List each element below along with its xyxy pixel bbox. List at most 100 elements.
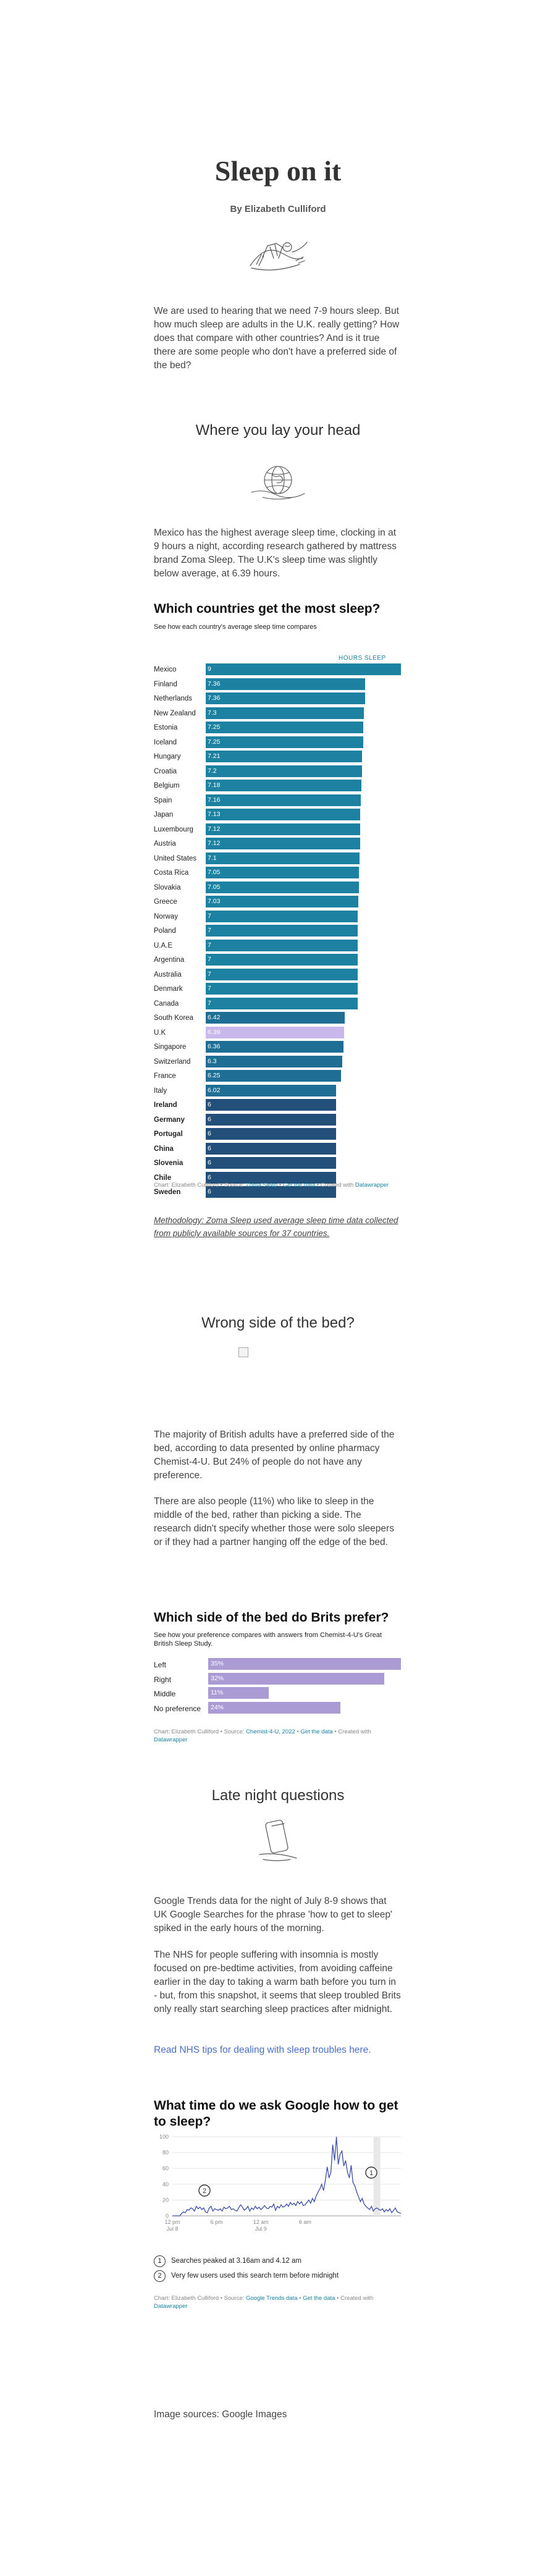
- country-label: Portugal: [154, 1130, 183, 1138]
- side-bar: [208, 1658, 401, 1670]
- country-value-label: 7.36: [208, 680, 221, 688]
- country-bar: [206, 881, 359, 893]
- section-title-bed: Wrong side of the bed?: [201, 1315, 355, 1331]
- country-bar-row: New Zealand 7.3: [154, 706, 401, 721]
- datawrapper-link[interactable]: Datawrapper: [154, 2303, 188, 2310]
- country-value-label: 7.13: [208, 810, 221, 818]
- country-bar: [206, 1099, 336, 1111]
- country-label: Estonia: [154, 724, 178, 731]
- country-label: U.K: [154, 1029, 166, 1037]
- credit-sep: •: [277, 1182, 283, 1189]
- methodology-note: Methodology: Zoma Sleep used average sle…: [154, 1216, 398, 1238]
- y-tick-label: 80: [162, 2150, 169, 2156]
- countries-chart-credit: Chart: Elizabeth Culliford • Source: Zom…: [154, 1181, 401, 1189]
- hours-sleep-header: HOURS SLEEP: [339, 655, 386, 662]
- credit-created: • Created with: [332, 1728, 371, 1735]
- country-value-label: 6: [208, 1115, 211, 1123]
- country-bar: [206, 1171, 336, 1184]
- get-data-link[interactable]: Get the data: [303, 2295, 335, 2302]
- legend-marker-2: 2: [154, 2270, 166, 2282]
- country-value-label: 7.3: [208, 709, 217, 717]
- head-paragraph: Mexico has the highest average sleep tim…: [154, 528, 397, 579]
- side-bar-row: Right 32%: [154, 1672, 401, 1686]
- country-value-label: 9: [208, 665, 211, 673]
- country-label: Slovenia: [154, 1160, 183, 1167]
- country-bar: [206, 722, 363, 733]
- country-value-label: 7.12: [208, 840, 221, 847]
- side-chart-subtitle: See how your preference compares with an…: [154, 1631, 382, 1648]
- byline: By Elizabeth Culliford: [230, 204, 326, 214]
- bed-paragraph-2: There are also people (11%) who like to …: [154, 1496, 394, 1547]
- country-bar-row: Austria 7.12: [154, 836, 401, 851]
- datawrapper-link[interactable]: Datawrapper: [355, 1182, 389, 1189]
- country-bar: [206, 1070, 342, 1082]
- country-bar-row: Canada 7: [154, 996, 401, 1011]
- y-tick-label: 60: [162, 2165, 169, 2171]
- marker-1-text: 1: [369, 2170, 373, 2177]
- side-chart-title: Which side of the bed do Brits prefer?: [154, 1610, 389, 1625]
- country-bar-row: Portugal 6: [154, 1127, 401, 1142]
- source-link[interactable]: Google Trends data: [246, 2295, 298, 2302]
- get-data-link[interactable]: Get the data: [300, 1728, 333, 1735]
- country-label: Poland: [154, 927, 176, 935]
- country-bar: [206, 1041, 344, 1053]
- country-value-label: 7.16: [208, 796, 221, 804]
- country-value-label: 7.12: [208, 825, 221, 833]
- credit-prefix: Chart: Elizabeth Culliford • Source:: [154, 2295, 246, 2302]
- datawrapper-link[interactable]: Datawrapper: [154, 1736, 188, 1743]
- country-label: Argentina: [154, 956, 185, 964]
- country-bar: [206, 838, 360, 849]
- late-paragraph-1: Google Trends data for the night of July…: [154, 1896, 392, 1934]
- country-bar: [206, 1186, 336, 1198]
- y-axis-ticks: 0 20 40 60 80 100: [159, 2134, 169, 2219]
- source-link[interactable]: Zoma Sleep: [246, 1182, 278, 1189]
- country-value-label: 6: [208, 1144, 211, 1152]
- country-bar: [206, 663, 401, 675]
- country-value-label: 6: [208, 1159, 211, 1166]
- country-bar-row: France 6.25: [154, 1069, 401, 1084]
- country-label: Australia: [154, 970, 182, 979]
- country-label: Finland: [154, 680, 177, 688]
- country-bar: [206, 780, 362, 791]
- country-value-label: 7.25: [208, 723, 221, 731]
- country-label: Chile: [154, 1174, 172, 1182]
- article-title: Sleep on it: [214, 155, 342, 187]
- country-label: Canada: [154, 1000, 179, 1008]
- country-label: Slovakia: [154, 883, 181, 891]
- country-bar: [206, 1128, 336, 1140]
- google-chart-title: What time do we ask Google how to get to…: [154, 2098, 398, 2129]
- country-label: Ireland: [154, 1101, 177, 1109]
- country-bar: [206, 852, 360, 864]
- bed-paragraph-1: The majority of British adults have a pr…: [154, 1429, 395, 1481]
- country-bar-row: South Korea 6.42: [154, 1011, 401, 1025]
- source-link[interactable]: Chemist-4-U, 2022: [246, 1728, 295, 1735]
- country-bar-row: Mexico 9: [154, 662, 401, 677]
- country-value-label: 7.21: [208, 752, 221, 760]
- country-value-label: 7.36: [208, 694, 221, 702]
- country-bar-row: U.A.E 7: [154, 938, 401, 953]
- side-value-label: 24%: [211, 1703, 224, 1711]
- country-label: Switzerland: [154, 1058, 191, 1066]
- country-bar-row: Poland 7: [154, 924, 401, 938]
- google-chart-credit: Chart: Elizabeth Culliford • Source: Goo…: [154, 2294, 401, 2310]
- get-data-link[interactable]: Get the data: [282, 1182, 316, 1189]
- country-value-label: 7.1: [208, 854, 217, 862]
- annotation-marker-1: 1: [365, 2166, 377, 2179]
- country-bar: [206, 1012, 345, 1024]
- side-chart-credit: Chart: Elizabeth Culliford • Source: Che…: [154, 1728, 401, 1744]
- globe-icon: [251, 466, 305, 500]
- nhs-tips-link[interactable]: Read NHS tips for dealing with sleep tro…: [154, 2045, 371, 2055]
- country-bar: [206, 983, 358, 995]
- country-value-label: 7.05: [208, 869, 221, 876]
- side-bar-row: Left 35%: [154, 1657, 401, 1672]
- country-value-label: 6.39: [208, 1028, 221, 1036]
- country-label: Greece: [154, 898, 177, 906]
- country-value-label: 7: [208, 912, 211, 920]
- country-bar: [206, 809, 361, 820]
- credit-sep: •: [295, 1728, 301, 1735]
- country-bar-row: Norway 7: [154, 909, 401, 924]
- country-value-label: 6.36: [208, 1043, 221, 1050]
- country-bar-row: Belgium 7.18: [154, 778, 401, 793]
